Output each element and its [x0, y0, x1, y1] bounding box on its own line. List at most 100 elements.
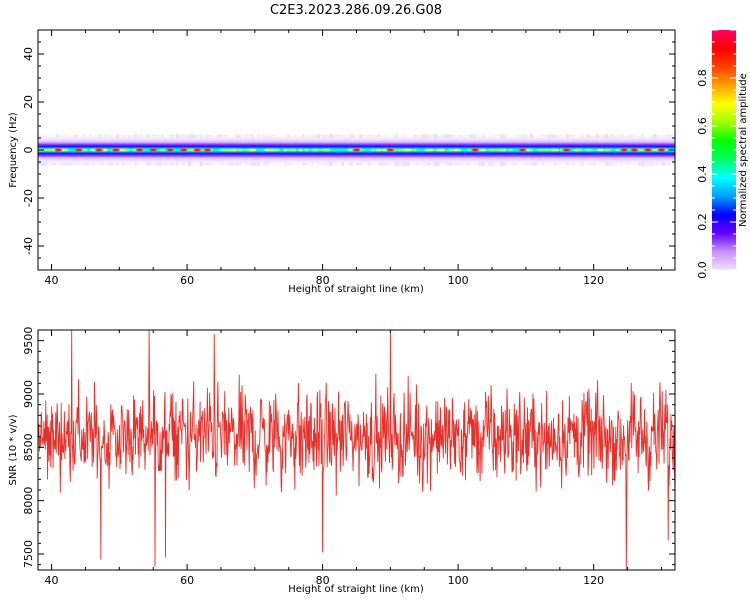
band-texture [416, 134, 419, 137]
band-texture [533, 134, 536, 137]
spectrogram-area [38, 133, 675, 167]
band-texture [500, 161, 503, 167]
spectrogram-y-label: Frequency (Hz) [8, 112, 19, 188]
band-texture [281, 163, 284, 165]
amplitude-peak-core [354, 148, 359, 152]
band-texture [437, 161, 440, 167]
band-texture [299, 134, 302, 138]
band-texture [287, 162, 290, 166]
band-hotspot [323, 148, 332, 152]
band-texture [320, 163, 323, 166]
band-texture [65, 134, 68, 137]
band-texture [182, 162, 185, 166]
band-texture [203, 135, 206, 137]
band-texture [146, 161, 149, 167]
band-texture [131, 134, 134, 137]
colorbar-label: Normalized spectral amplitude [738, 73, 749, 227]
band-hotspot [272, 148, 281, 152]
band-hotspot [451, 148, 462, 152]
band-texture [386, 134, 389, 138]
band-texture [149, 163, 152, 166]
amplitude-peak-core [150, 148, 156, 152]
band-texture [479, 161, 482, 167]
band-texture [71, 162, 74, 166]
band-texture [647, 134, 650, 138]
band-texture [68, 134, 71, 138]
band-texture [668, 134, 671, 138]
band-texture [410, 134, 413, 137]
band-texture [476, 134, 479, 138]
band-hotspot [248, 148, 257, 152]
amplitude-peak-core [472, 148, 478, 152]
band-hotspot [607, 148, 612, 152]
band-texture [515, 163, 518, 166]
band-texture [92, 161, 95, 167]
band-texture [155, 134, 158, 137]
band-texture [521, 134, 524, 138]
band-texture [104, 162, 107, 166]
band-texture [614, 161, 617, 167]
band-texture [131, 163, 134, 166]
colorbar: 0.0 0.2 0.4 0.6 0.8 Normalized spectral ampl… [696, 29, 749, 279]
band-texture [188, 161, 191, 167]
band-texture [395, 133, 398, 139]
band-texture [662, 133, 665, 139]
band-texture [635, 162, 638, 166]
band-texture [509, 162, 512, 166]
band-hotspot [551, 148, 560, 152]
band-texture [308, 133, 311, 139]
amplitude-peak-core [113, 148, 119, 152]
band-texture [617, 135, 620, 137]
spectrogram-ticks: 40 60 80 100 120 40 20 0 -20 -40 [22, 29, 675, 287]
amplitude-peak-core [659, 148, 664, 152]
band-hotspot [381, 148, 388, 152]
band-texture [89, 134, 92, 138]
band-texture [506, 135, 509, 137]
band-texture [470, 134, 473, 138]
band-texture [212, 163, 215, 166]
band-texture [185, 134, 188, 138]
band-texture [95, 135, 98, 137]
band-texture [275, 134, 278, 137]
band-texture [611, 134, 614, 138]
band-texture [464, 135, 467, 137]
band-texture [380, 133, 383, 139]
band-texture [293, 163, 296, 166]
band-texture [392, 133, 395, 139]
band-texture [593, 162, 596, 166]
band-texture [206, 163, 209, 166]
band-texture [368, 134, 371, 138]
band-texture [197, 135, 200, 137]
band-texture [467, 163, 470, 166]
snr-x-tick-label: 40 [45, 574, 59, 587]
band-texture [215, 163, 218, 166]
band-texture [53, 163, 56, 166]
band-texture [113, 135, 116, 138]
amplitude-peak-core [520, 148, 525, 152]
band-texture [290, 163, 293, 166]
band-texture [185, 162, 188, 166]
band-texture [335, 134, 338, 137]
snr-y-tick-label: 7500 [22, 540, 35, 568]
band-texture [260, 135, 263, 137]
band-texture [434, 133, 437, 139]
band-texture [56, 162, 59, 166]
band-texture [119, 135, 122, 137]
band-texture [179, 133, 182, 139]
band-texture [632, 134, 635, 137]
band-texture [227, 134, 230, 137]
band-texture [161, 162, 164, 166]
band-texture [461, 163, 464, 166]
band-texture [311, 162, 314, 166]
band-texture [155, 163, 158, 166]
band-texture [521, 162, 524, 166]
band-texture [206, 134, 209, 137]
band-texture [263, 161, 266, 167]
band-texture [182, 134, 185, 138]
band-texture [314, 134, 317, 138]
band-texture [527, 163, 530, 166]
band-texture [383, 134, 386, 138]
band-texture [107, 163, 110, 166]
spectrogram-x-label: Height of straight line (km) [288, 284, 424, 295]
snr-y-tick-label: 9000 [22, 380, 35, 408]
